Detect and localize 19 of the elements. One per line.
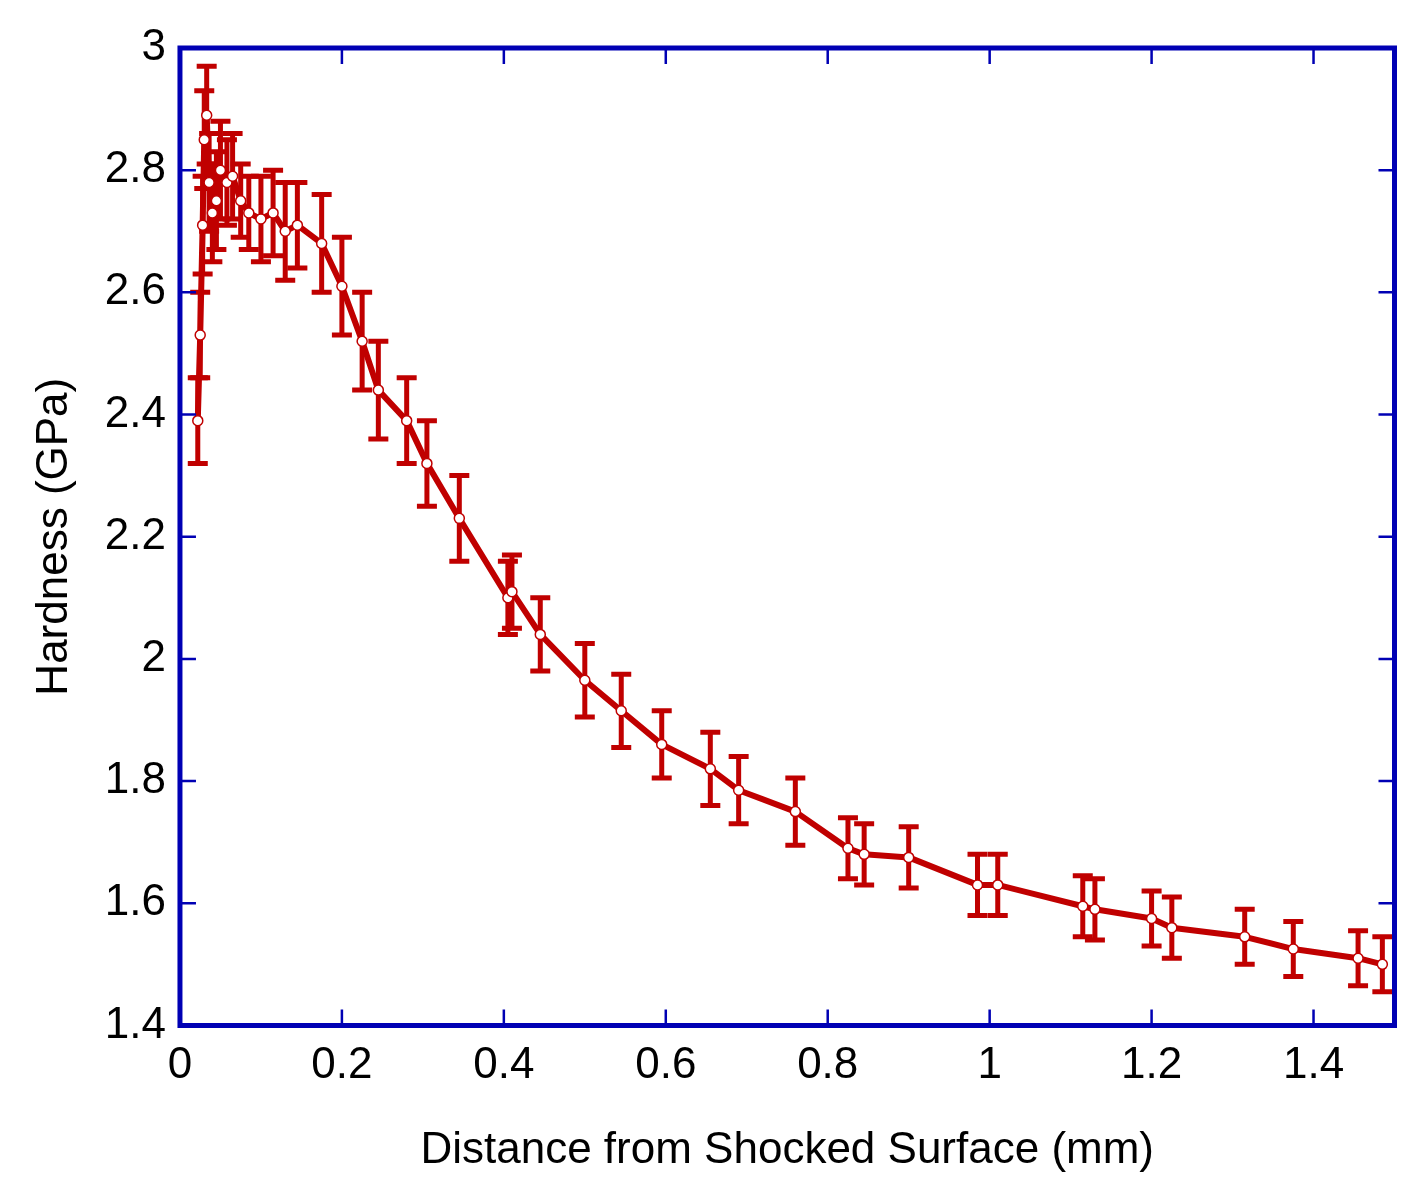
x-tick-label: 0.8: [797, 1037, 859, 1087]
x-axis-title: Distance from Shocked Surface (mm): [420, 1122, 1155, 1172]
y-tick-label: 3: [141, 20, 166, 70]
y-tick-label: 2: [141, 631, 166, 681]
y-axis-title: Hardness (GPa): [26, 377, 76, 696]
y-tick-label: 2.4: [104, 386, 166, 436]
y-tick-label: 2.8: [104, 142, 166, 192]
x-tick-label: 0.2: [311, 1037, 373, 1087]
x-tick-label: 1.2: [1121, 1037, 1183, 1087]
x-tick-label: 1: [977, 1037, 1002, 1087]
y-tick-label: 2.6: [104, 264, 166, 314]
x-tick-label: 1.4: [1282, 1037, 1345, 1087]
x-tick-label: 0.6: [635, 1037, 697, 1087]
y-tick-label: 1.4: [104, 997, 166, 1047]
y-tick-label: 1.6: [104, 875, 166, 925]
y-tick-label: 2.2: [104, 508, 166, 558]
y-tick-label: 1.8: [104, 753, 166, 803]
x-tick-label: 0: [167, 1037, 193, 1087]
x-tick-label: 0.4: [473, 1037, 535, 1087]
